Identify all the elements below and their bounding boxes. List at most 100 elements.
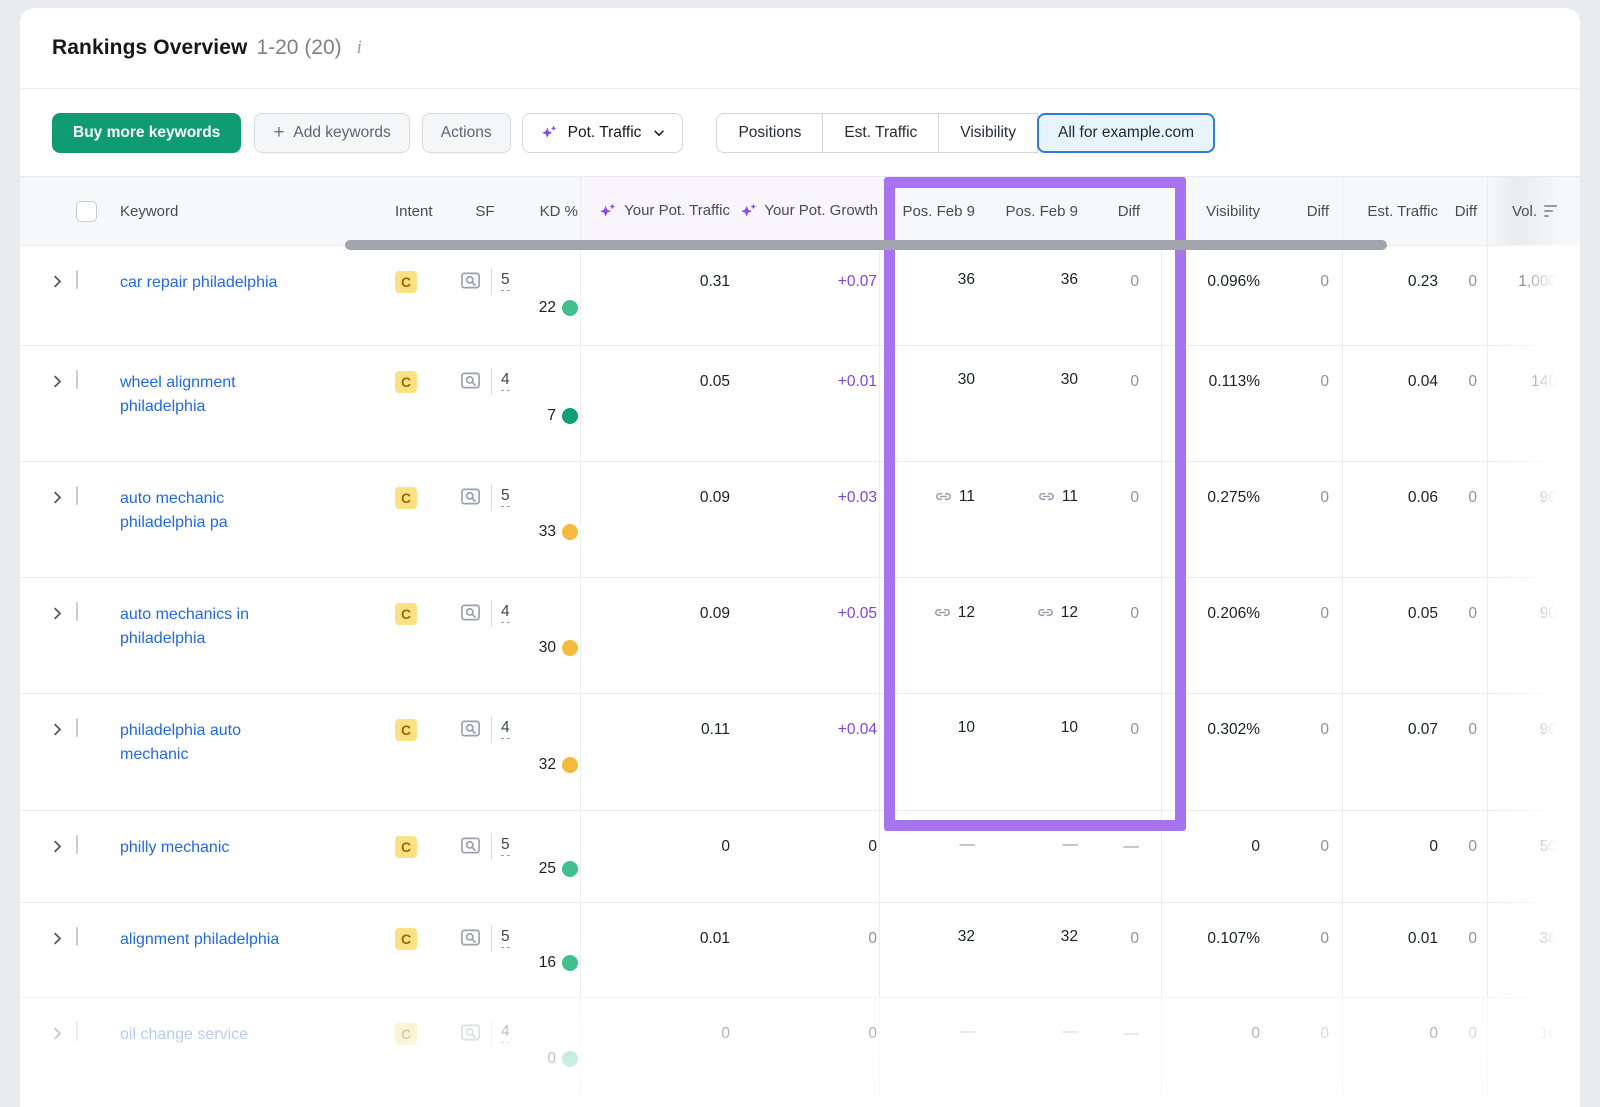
tab-est-traffic[interactable]: Est. Traffic	[822, 112, 940, 153]
visibility-diff-value: 0	[1262, 578, 1343, 693]
sf-value[interactable]: 4	[501, 718, 510, 739]
row-checkbox[interactable]	[76, 370, 78, 389]
intent-badge[interactable]: C	[395, 271, 417, 293]
keyword-link[interactable]: alignment philadelphia	[120, 931, 280, 948]
col-pot-growth: Your Pot. Growth	[732, 177, 880, 245]
expand-chevron-icon	[54, 375, 61, 388]
link-icon[interactable]	[1036, 603, 1055, 622]
row-checkbox[interactable]	[76, 602, 78, 621]
kd-value: 22	[538, 299, 556, 316]
page-title: Rankings Overview	[52, 36, 248, 59]
kd-difficulty-dot	[562, 861, 578, 877]
pot-traffic-value: 0.01	[699, 930, 730, 947]
visibility-value: 0.275%	[1207, 489, 1260, 506]
kd-difficulty-dot	[562, 640, 578, 656]
serp-sf-cell: 4	[445, 694, 525, 743]
table-row: auto mechanic philadelphia pa C 5 33 0.09 +0.…	[20, 461, 1580, 577]
sf-value[interactable]: 5	[501, 835, 510, 856]
pos-diff-value: 0	[1080, 462, 1162, 577]
pos-feb9-a-cell: 10	[880, 694, 977, 737]
keyword-link[interactable]: auto mechanics in philadelphia	[120, 606, 249, 647]
keyword-link[interactable]: philly mechanic	[120, 839, 230, 856]
pos-feb9-a-value: 30	[957, 371, 975, 388]
tab-visibility[interactable]: Visibility	[938, 112, 1038, 153]
actions-button[interactable]: Actions	[421, 112, 511, 153]
info-icon[interactable]: i	[356, 37, 362, 58]
horizontal-scrollbar-thumb[interactable]	[345, 240, 1387, 250]
intent-badge[interactable]: C	[395, 487, 417, 509]
volume-value: 140	[1531, 373, 1557, 390]
row-checkbox[interactable]	[76, 1022, 78, 1041]
pos-feb9-b-cell: —	[977, 998, 1080, 1041]
expand-row-button[interactable]	[50, 462, 76, 510]
tab-all-for-domain[interactable]: All for example.com	[1036, 112, 1216, 153]
row-checkbox[interactable]	[76, 486, 78, 505]
col-pos-feb9-b: Pos. Feb 9	[1005, 202, 1078, 220]
est-traffic-value: 0.06	[1407, 489, 1438, 506]
intent-badge[interactable]: C	[395, 928, 417, 950]
keyword-link[interactable]: philadelphia auto mechanic	[120, 722, 241, 763]
pos-feb9-b-value: 30	[1060, 371, 1078, 388]
keyword-cell: philly mechanic	[120, 811, 382, 860]
intent-badge[interactable]: C	[395, 371, 417, 393]
volume-value: 50	[1539, 838, 1557, 855]
table-row: philly mechanic C 5 25 0 0— — —0 0 0 0 50	[20, 810, 1580, 902]
sf-value[interactable]: 5	[501, 486, 510, 507]
pos-feb9-a-cell: —	[880, 998, 977, 1041]
serp-features-icon	[461, 272, 480, 289]
sf-value[interactable]: 4	[501, 370, 510, 391]
buy-more-keywords-button[interactable]: Buy more keywords	[52, 112, 242, 153]
est-traffic-value: 0	[1429, 1025, 1438, 1042]
col-sf: SF	[475, 202, 495, 220]
metric-dropdown-label: Pot. Traffic	[567, 123, 642, 141]
expand-row-button[interactable]	[50, 578, 76, 626]
sf-value[interactable]: 5	[501, 927, 510, 948]
row-checkbox[interactable]	[76, 718, 78, 737]
pos-feb9-a-value: 11	[958, 487, 975, 505]
expand-row-button[interactable]	[50, 346, 76, 394]
row-checkbox[interactable]	[76, 927, 78, 946]
intent-badge[interactable]: C	[395, 603, 417, 625]
pos-diff-value: 0	[1080, 694, 1162, 810]
keyword-link[interactable]: oil change service	[120, 1026, 249, 1043]
row-checkbox-cell	[76, 346, 120, 389]
expand-row-button[interactable]	[50, 246, 76, 294]
link-icon[interactable]	[1037, 487, 1056, 506]
col-volume: Vol.	[1488, 177, 1560, 245]
intent-badge[interactable]: C	[395, 719, 417, 741]
keyword-link[interactable]: auto mechanic philadelphia pa	[120, 490, 228, 531]
select-all-checkbox[interactable]	[76, 200, 97, 222]
keyword-link[interactable]: car repair philadelphia	[120, 274, 278, 291]
pos-feb9-a-value: —	[959, 1023, 976, 1040]
sf-value[interactable]: 4	[501, 1022, 510, 1043]
add-keywords-label: Add keywords	[293, 123, 391, 141]
expand-chevron-icon	[54, 932, 61, 945]
row-checkbox[interactable]	[76, 270, 78, 289]
intent-badge[interactable]: C	[395, 1023, 417, 1045]
sf-value[interactable]: 5	[501, 270, 510, 291]
pos-feb9-a-value: —	[959, 836, 976, 853]
intent-badge[interactable]: C	[395, 836, 417, 858]
table-row: car repair philadelphia C 5 22 0.31 +0.07 36 36…	[20, 245, 1580, 345]
link-icon[interactable]	[933, 603, 952, 622]
metric-dropdown[interactable]: Pot. Traffic	[521, 112, 684, 153]
expand-row-button[interactable]	[50, 811, 76, 859]
kd-difficulty-dot	[562, 408, 578, 424]
kd-value: 0	[547, 1050, 556, 1067]
expand-row-button[interactable]	[50, 694, 76, 742]
expand-row-button[interactable]	[50, 903, 76, 951]
row-checkbox-cell	[76, 903, 120, 946]
intent-cell: C	[382, 811, 445, 858]
add-keywords-button[interactable]: + Add keywords	[254, 112, 410, 153]
result-range: 1-20 (20)	[256, 36, 342, 59]
tab-positions[interactable]: Positions	[716, 112, 824, 153]
filter-icon[interactable]	[1544, 205, 1557, 217]
sf-value[interactable]: 4	[501, 602, 510, 623]
serp-sf-cell: 5	[445, 811, 525, 860]
expand-row-button[interactable]	[50, 998, 76, 1046]
est-traffic-value: 0.23	[1407, 273, 1438, 290]
row-checkbox[interactable]	[76, 835, 78, 854]
keyword-link[interactable]: wheel alignment philadelphia	[120, 374, 236, 415]
col-pos-feb9-a: Pos. Feb 9	[902, 202, 975, 220]
link-icon[interactable]	[934, 487, 953, 506]
